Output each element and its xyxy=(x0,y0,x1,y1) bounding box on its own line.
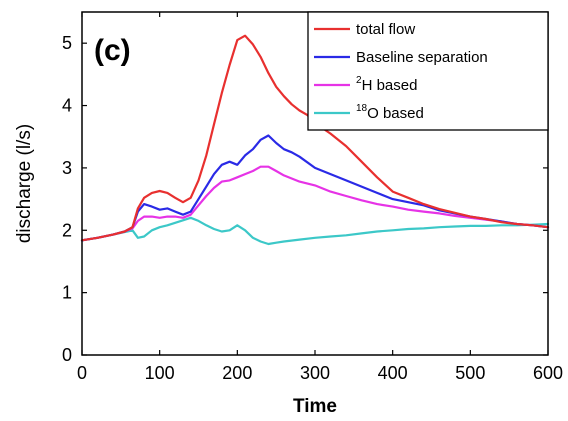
legend-superscript: 2 xyxy=(356,75,362,86)
y-tick-label: 0 xyxy=(62,345,72,365)
legend-label: Baseline separation xyxy=(356,49,488,66)
series-layer xyxy=(80,34,550,246)
legend: total flow Baseline separation 2H based 18O… xyxy=(307,11,549,131)
y-tick-label: 3 xyxy=(62,158,72,178)
x-tick-label: 500 xyxy=(455,363,485,383)
x-tick-label: 200 xyxy=(222,363,252,383)
x-tick-label: 600 xyxy=(533,363,563,383)
panel-label: (c) xyxy=(94,34,131,67)
legend-base-text: O based xyxy=(367,105,424,122)
y-tick-label: 2 xyxy=(62,220,72,240)
legend-superscript: 18 xyxy=(356,103,368,114)
legend-box xyxy=(307,11,549,131)
series-line-2 xyxy=(80,165,550,242)
legend-label: 18O based xyxy=(356,103,424,122)
x-tick-label: 100 xyxy=(145,363,175,383)
x-tick-label: 400 xyxy=(378,363,408,383)
y-axis-label: discharge (l/s) xyxy=(14,124,35,243)
y-tick-label: 4 xyxy=(62,96,72,116)
series-line-3 xyxy=(80,216,550,246)
x-axis-label: Time xyxy=(293,396,337,417)
y-tick-label: 5 xyxy=(62,33,72,53)
x-tick-label: 300 xyxy=(300,363,330,383)
axes-layer: 0 100 200 300 400 500 600 0 1 2 3 4 5 xyxy=(62,12,563,383)
series-line-0 xyxy=(80,34,550,242)
legend-base-text: H based xyxy=(362,77,418,94)
x-tick-label: 0 xyxy=(77,363,87,383)
series-line-1 xyxy=(80,134,550,242)
legend-label: total flow xyxy=(356,21,415,38)
legend-label: 2H based xyxy=(356,75,417,94)
y-tick-label: 1 xyxy=(62,283,72,303)
